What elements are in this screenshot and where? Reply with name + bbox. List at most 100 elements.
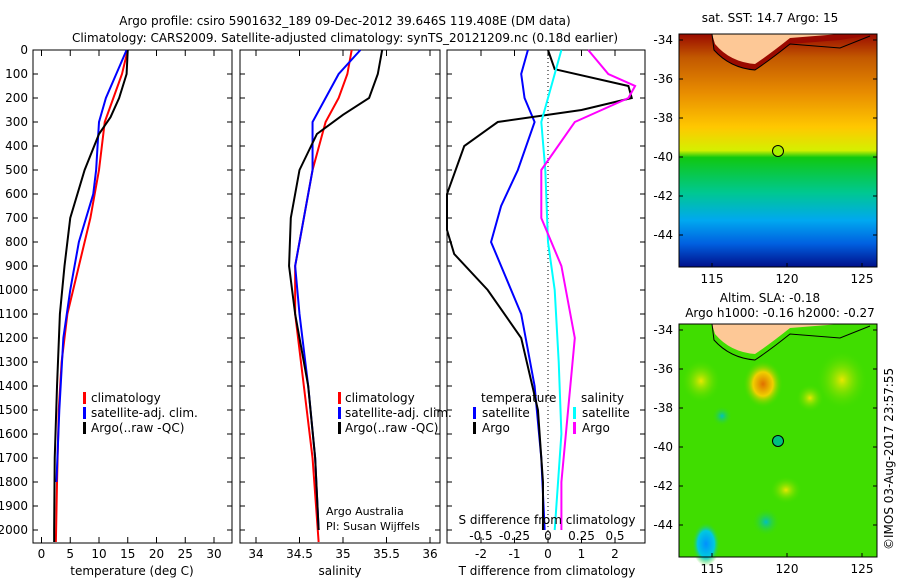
- map-x-tick-label: 125: [851, 272, 874, 286]
- salinity-xlabel: salinity: [318, 564, 361, 578]
- map-y-tick-label: -42: [653, 189, 673, 203]
- depth-tick-label: 700: [5, 211, 28, 225]
- map-y-tick-label: -44: [653, 228, 673, 242]
- x-tick-label: 15: [120, 547, 135, 561]
- map-y-tick-label: -38: [653, 401, 673, 415]
- x-tick-label: 35: [335, 547, 350, 561]
- s-diff-tick-label: -0.25: [499, 529, 530, 543]
- difference-legend: temperature satellite Argo salinity sate…: [473, 391, 630, 435]
- legend-satellite: satellite-adj. clim.: [91, 406, 198, 420]
- map-y-tick-label: -34: [653, 323, 673, 337]
- legend-t-argo: Argo: [482, 421, 510, 435]
- salinity-legend: climatology satellite-adj. clim. Argo(..…: [338, 391, 452, 435]
- s-diff-tick-label: 0.5: [605, 529, 624, 543]
- x-tick-label: 36: [422, 547, 437, 561]
- x-tick-label: 20: [149, 547, 164, 561]
- depth-tick-label: 300: [5, 115, 28, 129]
- x-tick-label: 2: [611, 547, 619, 561]
- legend-satellite: satellite-adj. clim.: [345, 406, 452, 420]
- s-diff-tick-label: 0: [544, 529, 552, 543]
- profile-line-satellite-adj-clim-: [55, 49, 128, 483]
- profile-line-s-satellite: [540, 49, 563, 531]
- map-x-tick-label: 120: [776, 272, 799, 286]
- annotation-pi: PI: Susan Wijffels: [326, 520, 420, 533]
- depth-tick-label: 1000: [0, 283, 28, 297]
- sdiff-xlabel: S difference from climatology: [459, 513, 636, 527]
- sst-map-title: sat. SST: 14.7 Argo: 15: [702, 11, 839, 25]
- temperature-panel: [32, 49, 233, 544]
- depth-tick-label: 800: [5, 235, 28, 249]
- x-tick-label: 25: [178, 547, 193, 561]
- map-y-tick-label: -42: [653, 479, 673, 493]
- depth-tick-label: 200: [5, 91, 28, 105]
- temperature-xlabel: temperature (deg C): [70, 564, 193, 578]
- map-y-tick-label: -44: [653, 518, 673, 532]
- credit-text: ©IMOS 03-Aug-2017 23:57:55: [882, 368, 896, 550]
- depth-tick-label: 500: [5, 163, 28, 177]
- legend-s-satellite: satellite: [582, 406, 630, 420]
- legend-t-satellite: satellite: [482, 406, 530, 420]
- legend-s-argo: Argo: [582, 421, 610, 435]
- depth-tick-label: 1500: [0, 403, 28, 417]
- depth-tick-label: 100: [5, 67, 28, 81]
- map-y-tick-label: -38: [653, 111, 673, 125]
- legend-argo: Argo(..raw -QC): [91, 421, 184, 435]
- temperature-legend: climatology satellite-adj. clim. Argo(..…: [83, 391, 198, 435]
- legend-temperature-title: temperature: [481, 391, 556, 405]
- depth-tick-label: 1100: [0, 307, 28, 321]
- x-tick-label: -2: [475, 547, 487, 561]
- difference-panel: [446, 49, 646, 544]
- map-y-tick-label: -40: [653, 440, 673, 454]
- legend-argo: Argo(..raw -QC): [345, 421, 438, 435]
- s-diff-tick-label: 0.25: [568, 529, 595, 543]
- map-x-tick-label: 125: [851, 562, 874, 576]
- profile-line-argo-raw-qc-: [288, 49, 384, 531]
- depth-tick-label: 400: [5, 139, 28, 153]
- depth-tick-label: 2000: [0, 523, 28, 537]
- legend-climatology: climatology: [345, 391, 415, 405]
- annotation-argo-australia: Argo Australia: [326, 505, 404, 518]
- depth-tick-label: 1600: [0, 427, 28, 441]
- depth-tick-label: 1300: [0, 355, 28, 369]
- depth-tick-label: 1200: [0, 331, 28, 345]
- x-tick-label: 0: [38, 547, 46, 561]
- map-x-tick-label: 115: [701, 562, 724, 576]
- x-tick-label: 5: [66, 547, 74, 561]
- profile-line-t-argo: [446, 49, 633, 530]
- profile-line-argo-raw-qc-: [53, 49, 129, 542]
- salinity-panel: [239, 49, 441, 544]
- profile-line-satellite-adj-clim-: [294, 49, 362, 531]
- argo-location-marker: [772, 435, 784, 447]
- map-x-tick-label: 120: [776, 562, 799, 576]
- legend-climatology: climatology: [91, 391, 161, 405]
- sst-map: [679, 33, 877, 267]
- x-tick-label: 34: [248, 547, 263, 561]
- sla-map-title-line2: Argo h1000: -0.16 h2000: -0.27: [685, 306, 875, 320]
- depth-tick-label: 600: [5, 187, 28, 201]
- tdiff-xlabel: T difference from climatology: [458, 564, 636, 578]
- x-tick-label: 1: [578, 547, 586, 561]
- depth-tick-label: 0: [20, 43, 28, 57]
- title-line1: Argo profile: csiro 5901632_189 09-Dec-2…: [119, 14, 570, 28]
- title-line2: Climatology: CARS2009. Satellite-adjuste…: [72, 31, 618, 45]
- profile-line-climatology: [54, 49, 129, 543]
- s-diff-tick-label: -0.5: [469, 529, 492, 543]
- depth-tick-label: 1400: [0, 379, 28, 393]
- x-tick-label: 10: [91, 547, 106, 561]
- map-y-tick-label: -34: [653, 33, 673, 47]
- sla-map: [679, 323, 877, 566]
- map-y-tick-label: -36: [653, 362, 673, 376]
- map-y-tick-label: -40: [653, 150, 673, 164]
- profile-line-s-argo: [540, 49, 637, 530]
- map-y-tick-label: -36: [653, 72, 673, 86]
- depth-tick-label: 1700: [0, 451, 28, 465]
- depth-tick-label: 1900: [0, 499, 28, 513]
- depth-tick-label: 1800: [0, 475, 28, 489]
- x-tick-label: 0: [544, 547, 552, 561]
- argo-location-marker: [772, 145, 784, 157]
- x-tick-label: 34.5: [286, 547, 313, 561]
- sla-map-title-line1: Altim. SLA: -0.18: [720, 291, 820, 305]
- x-tick-label: 30: [206, 547, 221, 561]
- profile-line-climatology: [294, 49, 353, 543]
